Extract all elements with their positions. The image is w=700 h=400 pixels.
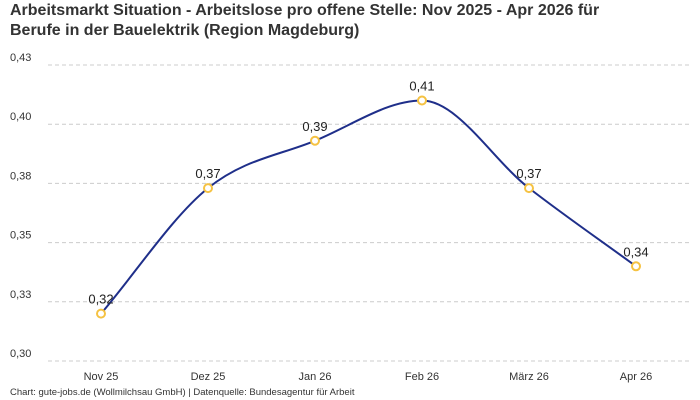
x-tick-label: Apr 26: [620, 371, 652, 383]
data-point: [524, 183, 534, 194]
x-tick-label: Jan 26: [298, 371, 331, 383]
y-tick-label: 0,43: [10, 52, 31, 64]
data-point: [96, 308, 106, 319]
chart-title-line-1: Arbeitsmarkt Situation - Arbeitslose pro…: [10, 2, 600, 19]
x-tick-label: Dez 25: [191, 371, 226, 383]
data-label: 0,32: [88, 292, 113, 307]
chart-title: Arbeitsmarkt Situation - Arbeitslose pro…: [10, 1, 690, 41]
y-tick-label: 0,33: [10, 289, 31, 301]
x-tick-label: März 26: [509, 371, 549, 383]
y-tick-label: 0,40: [10, 111, 31, 123]
chart-title-line-2: Berufe in der Bauelektrik (Region Magdeb…: [10, 22, 360, 39]
x-axis-ticks: Nov 25 Dez 25 Jan 26 Feb 26 März 26 Apr 26: [84, 371, 653, 383]
series-line: [100, 99, 637, 315]
data-label: 0,37: [195, 166, 220, 181]
y-tick-label: 0,35: [10, 230, 31, 242]
data-label: 0,39: [302, 119, 327, 134]
data-point: [417, 95, 427, 106]
data-point: [310, 135, 320, 146]
data-label: 0,41: [409, 79, 434, 94]
data-point: [631, 261, 641, 272]
x-tick-label: Feb 26: [405, 371, 439, 383]
y-tick-label: 0,38: [10, 170, 31, 182]
data-label: 0,37: [516, 166, 541, 181]
data-labels: 0,32 0,37 0,39 0,41 0,37 0,34: [88, 79, 648, 307]
y-axis-ticks: 0,30 0,33 0,35 0,38 0,40 0,43: [10, 52, 31, 360]
data-markers: [96, 95, 641, 319]
data-point: [203, 183, 213, 194]
gridlines: [48, 64, 690, 362]
data-label: 0,34: [623, 244, 648, 259]
chart-source-footer: Chart: gute-jobs.de (Wollmilchsau GmbH) …: [10, 387, 355, 398]
x-tick-label: Nov 25: [84, 371, 119, 383]
y-tick-label: 0,30: [10, 348, 31, 360]
